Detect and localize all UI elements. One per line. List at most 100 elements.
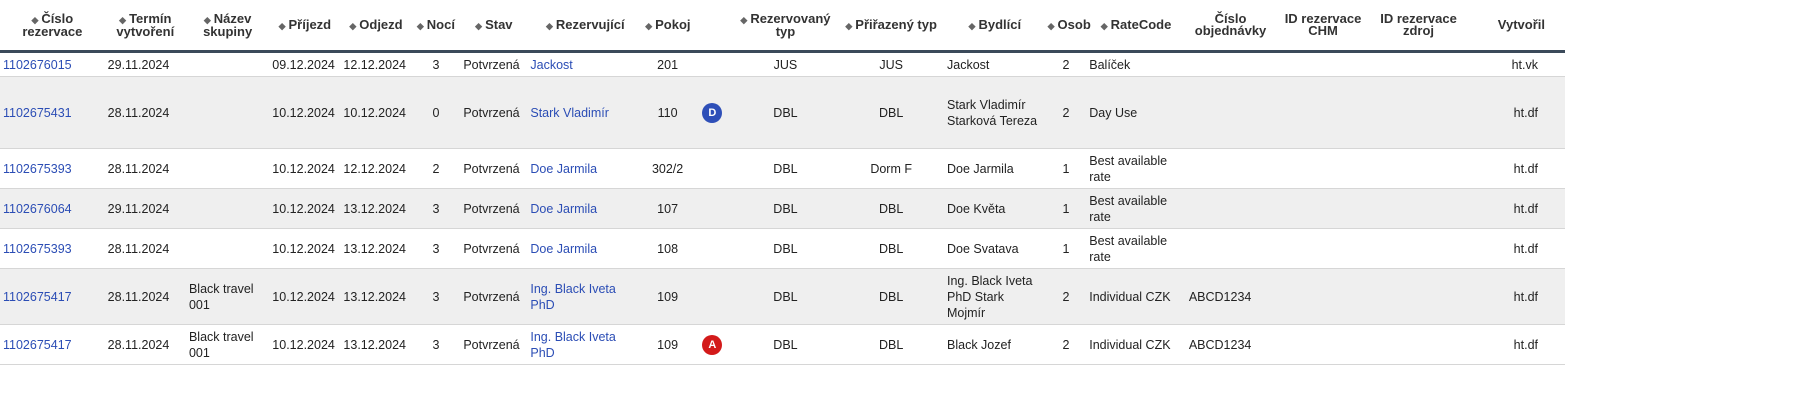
reservation-number-link[interactable]: 1102675417 bbox=[3, 337, 72, 352]
column-header-5[interactable]: ◆ Nocí bbox=[411, 0, 461, 53]
column-header-label: Název skupiny bbox=[203, 10, 253, 39]
table-body: 1102676015 29.11.2024 09.12.2024 12.12.2024… bbox=[0, 51, 1565, 365]
cell-text: 108 bbox=[657, 241, 679, 256]
column-header-18[interactable]: ◆Vytvořil bbox=[1466, 0, 1565, 53]
cell-text: ABCD1234 bbox=[1188, 337, 1252, 352]
cell-text: 2 bbox=[1062, 289, 1070, 304]
cell-booker: Ing. Black Iveta PhD bbox=[527, 324, 644, 365]
cell-assigned-type: JUS bbox=[838, 51, 944, 77]
sort-icon: ◆ bbox=[740, 14, 748, 25]
table-row[interactable]: 1102675417 28.11.2024 Black travel 001 10.1… bbox=[0, 324, 1565, 365]
cell-status: Potvrzená bbox=[460, 148, 528, 189]
column-header-7[interactable]: ◆ Rezervující bbox=[527, 0, 644, 53]
reservation-number-link[interactable]: 1102675417 bbox=[3, 289, 72, 304]
cell-text: 13.12.2024 bbox=[343, 241, 406, 256]
column-header-1[interactable]: ◆ Termín vytvoření bbox=[104, 0, 186, 53]
cell-text: 10.12.2024 bbox=[272, 161, 335, 176]
cell-text: 109 bbox=[657, 337, 679, 352]
reservation-number-link[interactable]: 1102676064 bbox=[3, 201, 72, 216]
cell-text: Potvrzená bbox=[463, 57, 520, 72]
cell-text: 3 bbox=[432, 337, 440, 352]
column-header-2[interactable]: ◆ Název skupiny bbox=[185, 0, 270, 53]
table-row[interactable]: 1102675431 28.11.2024 10.12.2024 10.12.2024… bbox=[0, 76, 1565, 149]
cell-text: 28.11.2024 bbox=[107, 337, 170, 352]
column-header-16[interactable]: ◆ID rezervace CHM bbox=[1275, 0, 1371, 53]
reservation-number-link[interactable]: 1102676015 bbox=[3, 57, 72, 72]
column-header-12[interactable]: ◆ Bydlící bbox=[944, 0, 1046, 53]
cell-text: Black Jozef bbox=[947, 337, 1011, 352]
table-row[interactable]: 1102675393 28.11.2024 10.12.2024 12.12.2024… bbox=[0, 148, 1565, 189]
booker-link[interactable]: Stark Vladimír bbox=[530, 105, 609, 120]
booker-link[interactable]: Doe Jarmila bbox=[530, 161, 598, 176]
sort-icon: ◆ bbox=[475, 20, 483, 31]
cell-created: 29.11.2024 bbox=[104, 51, 186, 77]
cell-status: Potvrzená bbox=[460, 51, 528, 77]
cell-nights: 0 bbox=[411, 76, 461, 149]
column-header-11[interactable]: ◆ Přiřazený typ bbox=[838, 0, 944, 53]
cell-text: 10.12.2024 bbox=[272, 201, 335, 216]
sort-icon: ◆ bbox=[1100, 20, 1108, 31]
cell-room: 109 bbox=[643, 324, 692, 365]
room-status-badge[interactable]: A bbox=[702, 334, 723, 355]
room-status-badge[interactable]: D bbox=[702, 102, 723, 123]
cell-text: Stark Vladimír Starková Tereza bbox=[947, 97, 1038, 128]
reservation-number-link[interactable]: 1102675431 bbox=[3, 105, 72, 120]
sort-icon: ◆ bbox=[845, 20, 853, 31]
reservation-number-link[interactable]: 1102675393 bbox=[3, 161, 72, 176]
table-row[interactable]: 1102676015 29.11.2024 09.12.2024 12.12.2024… bbox=[0, 51, 1565, 77]
column-header-0[interactable]: ◆ Číslo rezervace bbox=[0, 0, 105, 53]
column-header-8[interactable]: ◆ Pokoj bbox=[643, 0, 692, 53]
column-header-3[interactable]: ◆ Příjezd bbox=[269, 0, 341, 53]
cell-id: 1102675393 bbox=[0, 148, 105, 189]
cell-text: ht.df bbox=[1513, 241, 1538, 256]
cell-text: DBL bbox=[773, 337, 798, 352]
cell-badge bbox=[691, 51, 733, 77]
column-header-10[interactable]: ◆ Rezervovaný typ bbox=[732, 0, 839, 53]
column-header-4[interactable]: ◆ Odjezd bbox=[340, 0, 412, 53]
cell-text: DBL bbox=[878, 337, 904, 352]
column-header-13[interactable]: ◆ Osob bbox=[1045, 0, 1091, 53]
column-header-label: Rezervovaný typ bbox=[750, 10, 831, 39]
cell-chm bbox=[1275, 188, 1371, 229]
cell-text: Doe Svatava bbox=[947, 241, 1019, 256]
cell-text: DBL bbox=[773, 289, 798, 304]
cell-guest: Jackost bbox=[944, 51, 1046, 77]
table-row[interactable]: 1102676064 29.11.2024 10.12.2024 13.12.2024… bbox=[0, 188, 1565, 229]
cell-source bbox=[1370, 148, 1467, 189]
booker-link[interactable]: Doe Jarmila bbox=[530, 241, 598, 256]
table-row[interactable]: 1102675393 28.11.2024 10.12.2024 13.12.2024… bbox=[0, 228, 1565, 269]
cell-reserved-type: DBL bbox=[732, 228, 839, 269]
cell-text: 13.12.2024 bbox=[343, 337, 406, 352]
reservation-number-link[interactable]: 1102675393 bbox=[3, 241, 72, 256]
cell-text: Jackost bbox=[947, 57, 990, 72]
cell-booker: Ing. Black Iveta PhD bbox=[527, 268, 644, 325]
cell-guest: Black Jozef bbox=[944, 324, 1046, 365]
cell-nights: 3 bbox=[411, 268, 461, 325]
cell-text: 10.12.2024 bbox=[272, 241, 335, 256]
booker-link[interactable]: Jackost bbox=[530, 57, 573, 72]
column-header-14[interactable]: ◆ RateCode bbox=[1086, 0, 1186, 53]
cell-text: 107 bbox=[657, 201, 679, 216]
cell-text: Black travel 001 bbox=[188, 281, 254, 312]
column-header-6[interactable]: ◆ Stav bbox=[460, 0, 528, 53]
cell-persons: 1 bbox=[1045, 228, 1087, 269]
sort-icon: ◆ bbox=[278, 20, 286, 31]
cell-creator: ht.df bbox=[1466, 228, 1565, 269]
booker-link[interactable]: Ing. Black Iveta PhD bbox=[530, 281, 616, 312]
cell-source bbox=[1370, 188, 1467, 229]
cell-ratecode: Balíček bbox=[1086, 51, 1186, 77]
cell-badge bbox=[691, 228, 733, 269]
cell-text: DBL bbox=[773, 161, 798, 176]
booker-link[interactable]: Doe Jarmila bbox=[530, 201, 598, 216]
column-header-15[interactable]: ◆Číslo objednávky bbox=[1185, 0, 1276, 53]
booker-link[interactable]: Ing. Black Iveta PhD bbox=[530, 329, 616, 360]
sort-icon: ◆ bbox=[1047, 20, 1055, 31]
table-row[interactable]: 1102675417 28.11.2024 Black travel 001 10.1… bbox=[0, 268, 1565, 325]
cell-departure: 10.12.2024 bbox=[340, 76, 412, 149]
column-header-label: Číslo objednávky bbox=[1194, 11, 1267, 38]
cell-text: Balíček bbox=[1089, 57, 1131, 72]
cell-order: ABCD1234 bbox=[1185, 268, 1276, 325]
cell-text: 12.12.2024 bbox=[343, 161, 406, 176]
column-header-17[interactable]: ◆ID rezervace zdroj bbox=[1370, 0, 1467, 53]
cell-text: ht.df bbox=[1513, 161, 1538, 176]
